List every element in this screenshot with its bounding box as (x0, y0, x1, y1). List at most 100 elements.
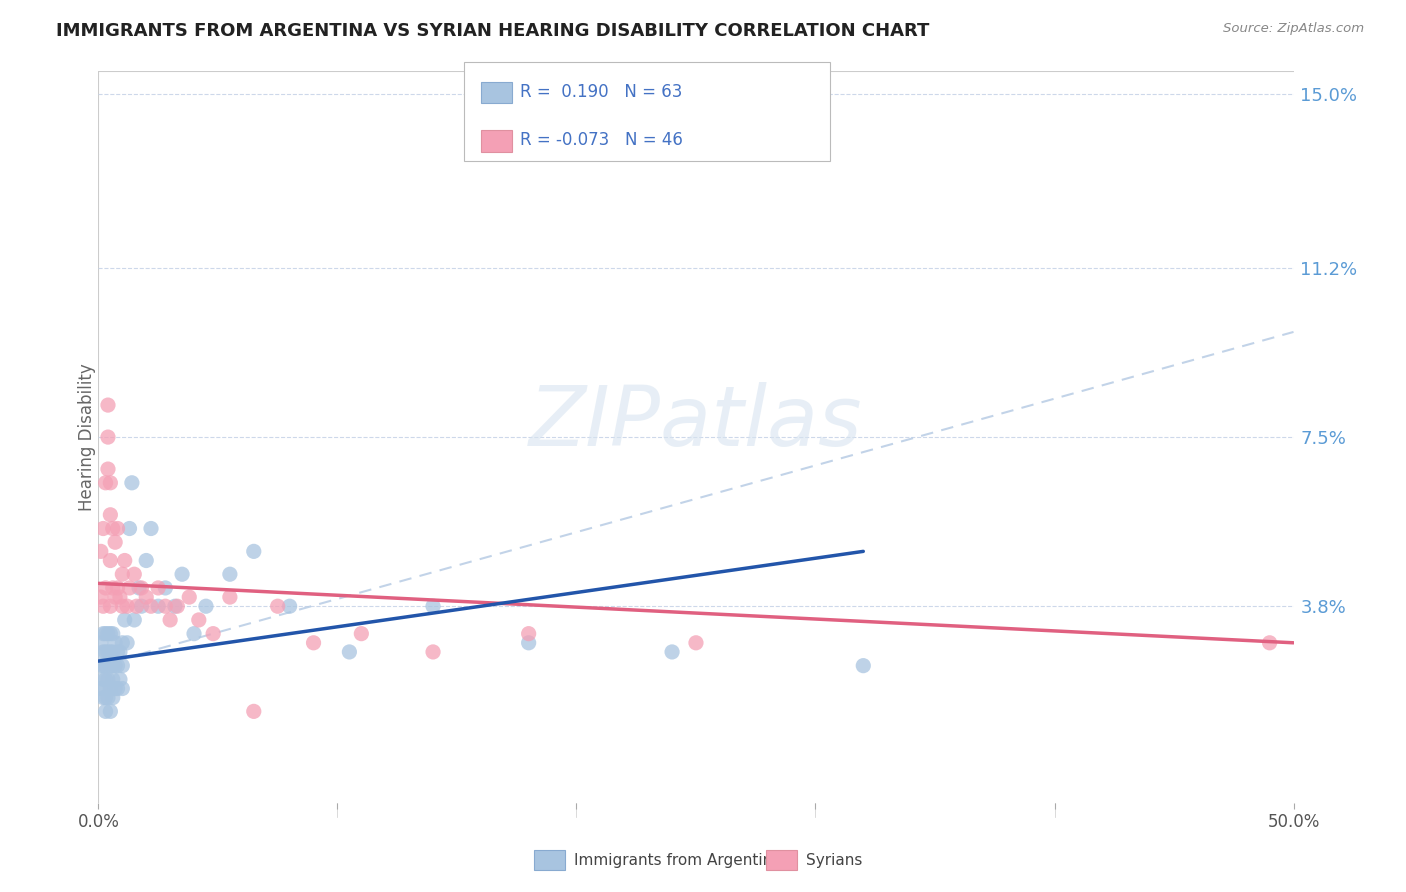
Text: R = -0.073   N = 46: R = -0.073 N = 46 (520, 131, 683, 149)
Point (101, 626, 124, 640)
Point (202, 626, 225, 640)
Point (98, 645, 122, 659)
Point (97, 645, 120, 659)
Point (98, 626, 122, 640)
Point (101, 690, 124, 705)
Point (111, 636, 134, 650)
Point (115, 636, 138, 650)
Point (187, 613, 209, 627)
Point (104, 681, 127, 696)
Point (91, 673, 114, 687)
Point (118, 581, 141, 595)
Point (107, 681, 129, 696)
Point (128, 581, 150, 595)
Point (97, 430, 120, 444)
Point (101, 581, 124, 595)
Point (104, 636, 127, 650)
Point (94, 705, 117, 719)
Point (91, 690, 114, 705)
Point (111, 599, 134, 614)
Text: R =  0.190   N = 63: R = 0.190 N = 63 (520, 83, 682, 101)
Point (135, 590, 157, 604)
Point (339, 645, 360, 659)
Point (114, 553, 136, 567)
Point (243, 705, 266, 719)
Point (94, 475, 117, 490)
Point (94, 581, 117, 595)
Point (155, 581, 177, 595)
Point (101, 645, 124, 659)
Point (163, 599, 186, 614)
Point (107, 645, 129, 659)
Point (91, 626, 114, 640)
Text: Syrians: Syrians (806, 853, 862, 868)
Point (243, 544, 266, 558)
Point (661, 645, 683, 659)
Point (183, 626, 205, 640)
Point (108, 645, 131, 659)
Point (1258, 636, 1281, 650)
Point (219, 567, 242, 582)
Point (98, 475, 122, 490)
Point (98, 553, 122, 567)
Point (94, 658, 117, 673)
Point (107, 581, 129, 595)
Y-axis label: Hearing Disability: Hearing Disability (79, 363, 96, 511)
Point (97, 626, 120, 640)
Point (90, 681, 112, 696)
Point (172, 567, 194, 582)
Point (94, 645, 117, 659)
Point (194, 599, 218, 614)
Point (90, 636, 112, 650)
Point (94, 626, 117, 640)
Point (90, 658, 112, 673)
Point (114, 613, 136, 627)
Point (148, 581, 170, 595)
Point (94, 690, 117, 705)
Text: Immigrants from Argentina: Immigrants from Argentina (574, 853, 782, 868)
Point (91, 521, 114, 535)
Point (98, 658, 122, 673)
Point (108, 590, 131, 604)
Point (125, 599, 148, 614)
Point (107, 521, 129, 535)
Point (422, 645, 444, 659)
Point (97, 398, 120, 412)
Point (97, 673, 120, 687)
Point (278, 599, 301, 614)
Point (685, 636, 707, 650)
Point (97, 690, 120, 705)
Text: ZIPatlas: ZIPatlas (529, 382, 863, 463)
Point (90, 590, 112, 604)
Point (422, 599, 444, 614)
Point (98, 681, 122, 696)
Point (115, 599, 138, 614)
Point (118, 521, 141, 535)
Point (517, 636, 540, 650)
Point (91, 645, 114, 659)
Point (98, 705, 122, 719)
Point (91, 599, 114, 614)
Point (121, 475, 143, 490)
Point (91, 658, 114, 673)
Point (166, 599, 188, 614)
Point (107, 658, 129, 673)
Point (139, 521, 162, 535)
Point (98, 599, 122, 614)
Point (94, 681, 117, 696)
Point (852, 658, 875, 673)
Point (104, 590, 127, 604)
Point (124, 567, 146, 582)
Point (98, 508, 122, 522)
Point (94, 673, 117, 687)
Point (135, 553, 157, 567)
Point (131, 581, 153, 595)
Point (148, 599, 170, 614)
Point (179, 590, 201, 604)
Point (97, 462, 120, 476)
Point (104, 658, 127, 673)
Point (111, 658, 134, 673)
Point (139, 599, 162, 614)
Point (131, 599, 153, 614)
Point (219, 590, 242, 604)
